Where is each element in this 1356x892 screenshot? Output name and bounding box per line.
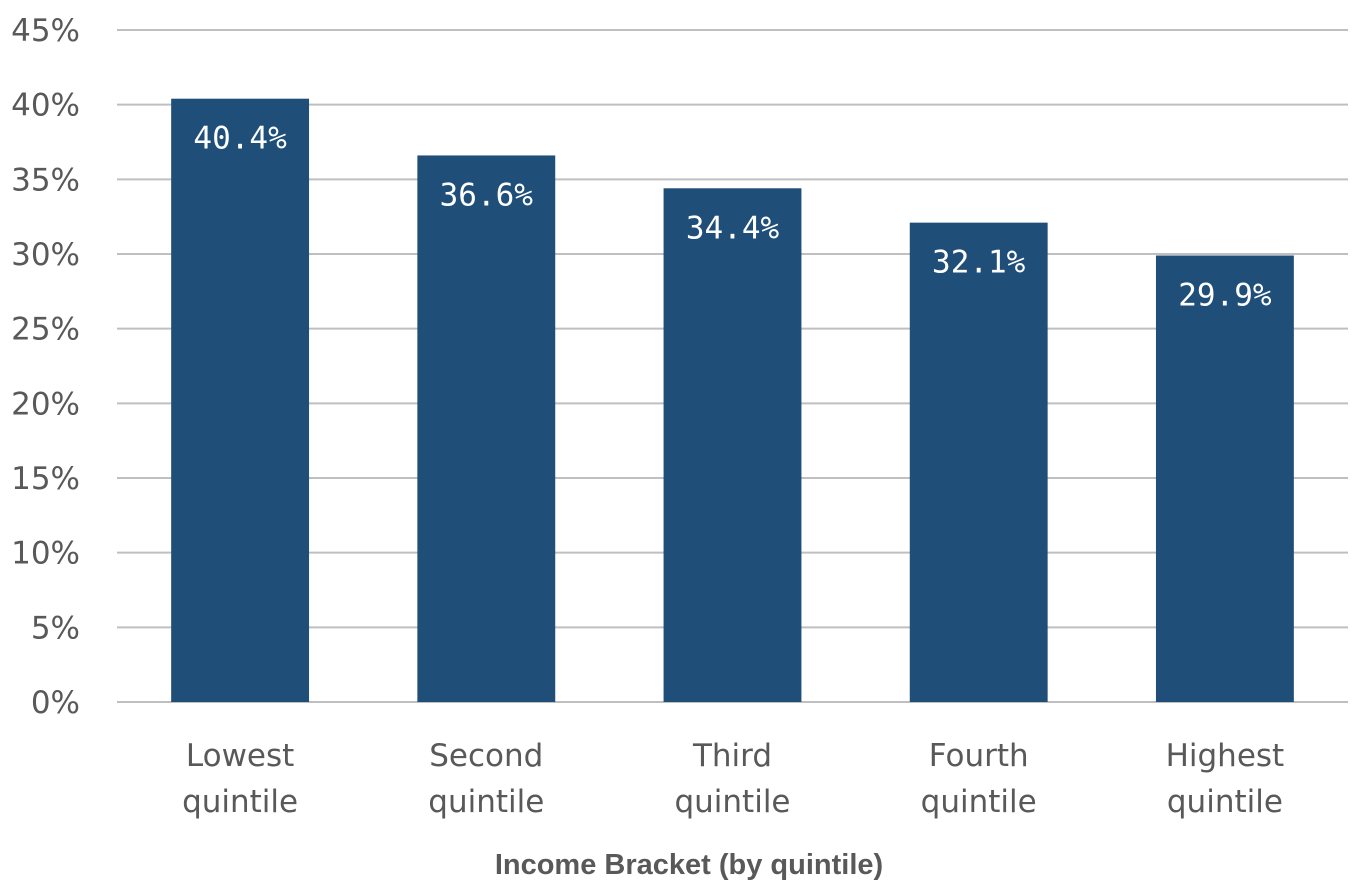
y-tick-label: 40% — [11, 88, 80, 124]
bar — [909, 222, 1048, 702]
bar — [171, 98, 310, 702]
x-category-label: Lowest quintile — [182, 738, 298, 820]
bar-value-label: 40.4% — [193, 121, 287, 157]
bar — [1155, 255, 1294, 702]
y-tick-label: 45% — [11, 13, 80, 49]
y-tick-label: 25% — [11, 312, 80, 348]
x-category-label: Fourth quintile — [921, 738, 1037, 820]
y-tick-label: 15% — [11, 461, 80, 497]
bar-value-label: 29.9% — [1178, 277, 1272, 313]
data-labels: 40.4% 36.6% 34.4% 32.1% 29.9% — [193, 121, 1271, 314]
bar — [417, 155, 556, 702]
bar-value-label: 34.4% — [686, 210, 780, 246]
x-category-label: Highest quintile — [1166, 738, 1285, 820]
y-axis-ticks: 0% 5% 10% 15% 20% 25% 30% 35% 40% 45% — [11, 13, 80, 721]
bar — [663, 188, 802, 702]
x-category-label: Third quintile — [674, 738, 790, 820]
x-axis-categories: Lowest quintile Second quintile Third quintil… — [182, 738, 1284, 820]
bar-value-label: 36.6% — [440, 177, 534, 213]
x-axis-title: Income Bracket (by quintile) — [495, 849, 883, 881]
y-tick-label: 35% — [11, 162, 80, 198]
y-tick-label: 30% — [11, 237, 80, 273]
y-tick-label: 5% — [31, 610, 80, 646]
y-tick-label: 10% — [11, 536, 80, 572]
bars — [171, 98, 1294, 702]
y-tick-label: 0% — [31, 685, 80, 721]
bar-value-label: 32.1% — [932, 245, 1026, 281]
x-category-label: Second quintile — [428, 738, 544, 820]
y-tick-label: 20% — [11, 386, 80, 422]
